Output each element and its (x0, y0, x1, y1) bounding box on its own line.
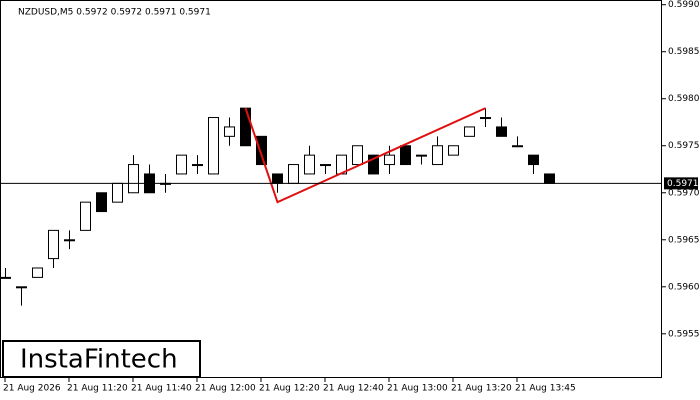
x-tick-label: 21 Aug 13:45 (515, 384, 576, 394)
candle-body (288, 164, 299, 184)
y-tick-label: 0.5970 (668, 188, 700, 198)
candle-body (320, 164, 331, 167)
chart-title: NZDUSD,M5 0.5972 0.5972 0.5971 0.5971 (18, 8, 211, 18)
plot-frame (0, 0, 662, 378)
candle-body (48, 229, 59, 260)
candle-body (256, 135, 267, 166)
candle-body (32, 267, 43, 278)
candle-body (16, 286, 27, 289)
logo-box (2, 340, 201, 378)
candle-body (96, 192, 107, 213)
current-price-box (664, 177, 698, 190)
candle-body (224, 126, 235, 137)
x-tick-label: 21 Aug 13:20 (451, 384, 512, 394)
candle-body (272, 173, 283, 184)
candle-body (80, 201, 91, 231)
y-tick-label: 0.5980 (668, 94, 700, 104)
x-tick-label: 21 Aug 12:20 (259, 384, 320, 394)
x-tick-label: 21 Aug 11:40 (131, 384, 192, 394)
pattern-line (244, 107, 486, 204)
y-tick-label: 0.5975 (668, 141, 700, 151)
candle-body (528, 154, 539, 166)
logo: InstaFintech (20, 345, 178, 375)
candle-body (176, 154, 187, 175)
current-price-label: 0.5971 (667, 179, 699, 189)
candle-body (368, 154, 379, 175)
candle-body (496, 126, 507, 137)
candle-body (416, 154, 427, 157)
y-tick-label: 0.5985 (668, 47, 700, 57)
candle-body (480, 117, 491, 120)
x-tick-label: 21 Aug 2026 (3, 384, 61, 394)
y-tick-label: 0.5955 (668, 329, 700, 339)
candle-body (448, 145, 459, 156)
candle-body (64, 239, 75, 242)
candle-body (464, 126, 475, 137)
candle-body (432, 145, 443, 166)
x-tick-label: 21 Aug 12:40 (323, 384, 384, 394)
candle-body (0, 276, 11, 279)
y-tick-label: 0.5965 (668, 235, 700, 245)
x-tick-label: 21 Aug 13:00 (387, 384, 448, 394)
y-tick-label: 0.5960 (668, 282, 700, 292)
candle-body (128, 164, 139, 194)
candle-body (304, 154, 315, 175)
candle-body (208, 117, 219, 175)
candle-body (512, 145, 523, 148)
x-tick-label: 21 Aug 12:00 (195, 384, 256, 394)
y-tick-label: 0.5990 (668, 0, 700, 10)
candle-body (112, 182, 123, 203)
candle-body (192, 164, 203, 167)
candle-body (352, 145, 363, 166)
candle-body (544, 173, 555, 184)
candle-body (400, 145, 411, 166)
candle-body (384, 154, 395, 166)
candle-body (240, 107, 251, 147)
x-tick-label: 21 Aug 11:20 (67, 384, 128, 394)
